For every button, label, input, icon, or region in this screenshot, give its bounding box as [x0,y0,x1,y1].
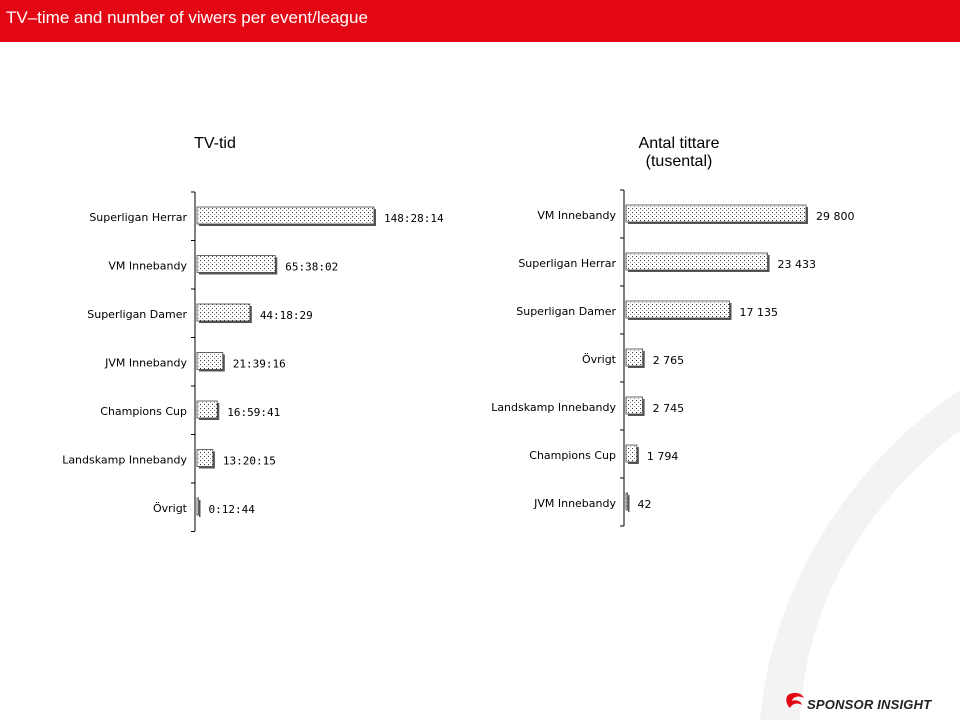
tvtid-bar-shadow [199,500,201,517]
tittare-bar-shadow [628,495,630,512]
tvtid-bar [196,255,276,273]
tvtid-bar [196,352,224,370]
tvtid-value-label: 44:18:29 [260,309,313,322]
tvtid-category-label: Övrigt [153,502,188,515]
header-bar: TV–time and number of viwers per event/l… [0,0,960,42]
tvtid-chart: Superligan Herrar 148:28:14 VM Innebandy 65… [62,191,444,532]
tvtid-category-label: Superligan Herrar [89,211,187,224]
tittare-value-label: 1 794 [647,450,679,463]
tvtid-value-label: 16:59:41 [227,406,280,419]
tittare-category-label: Landskamp Innebandy [491,401,616,414]
tvtid-category-label: JVM Innebandy [104,357,187,370]
tittare-value-label: 2 745 [653,402,685,415]
tvtid-bar [196,303,251,322]
tvtid-bar [196,497,199,516]
tvtid-value-label: 13:20:15 [223,455,276,468]
tvtid-category-label: Superligan Damer [87,308,187,321]
tittare-category-label: Övrigt [582,353,617,366]
sponsor-insight-logo [786,692,804,708]
page-title: TV–time and number of viwers per event/l… [6,8,368,27]
tittare-bar [625,396,643,415]
tittare-category-label: JVM Innebandy [533,497,616,510]
sponsor-insight-logo-text: SPONSOR INSIGHT [807,697,932,712]
tittare-bar [625,300,730,319]
tittare-value-label: 29 800 [816,210,855,223]
tittare-value-label: 2 765 [653,354,685,367]
tittare-chart-title: Antal tittare [638,135,720,152]
tittare-bar [625,444,638,463]
tittare-category-label: Champions Cup [529,449,616,462]
tvtid-category-label: Champions Cup [100,405,187,418]
tittare-bar [625,492,628,511]
tvtid-bar [196,449,214,467]
tittare-chart-subtitle: (tusental) [645,153,713,170]
tittare-value-label: 42 [638,498,652,511]
tvtid-value-label: 21:39:16 [233,358,286,371]
tittare-category-label: Superligan Herrar [518,257,616,270]
tittare-value-label: 17 135 [740,306,779,319]
tittare-chart: VM Innebandy 29 800 Superligan Herrar 23 43… [491,189,855,527]
tvtid-value-label: 0:12:44 [209,503,256,516]
tittare-category-label: Superligan Damer [516,305,616,318]
tittare-category-label: VM Innebandy [537,209,616,222]
tvtid-value-label: 148:28:14 [384,212,444,225]
tvtid-chart-title: TV-tid [194,135,236,152]
tvtid-bar [196,206,375,225]
tittare-bar [625,348,644,367]
tvtid-category-label: Landskamp Innebandy [62,454,187,467]
tvtid-category-label: VM Innebandy [108,260,187,273]
tittare-value-label: 23 433 [778,258,817,271]
tvtid-value-label: 65:38:02 [285,261,338,274]
tvtid-bar [196,400,218,419]
tittare-bar [625,204,807,223]
tittare-bar [625,252,768,271]
